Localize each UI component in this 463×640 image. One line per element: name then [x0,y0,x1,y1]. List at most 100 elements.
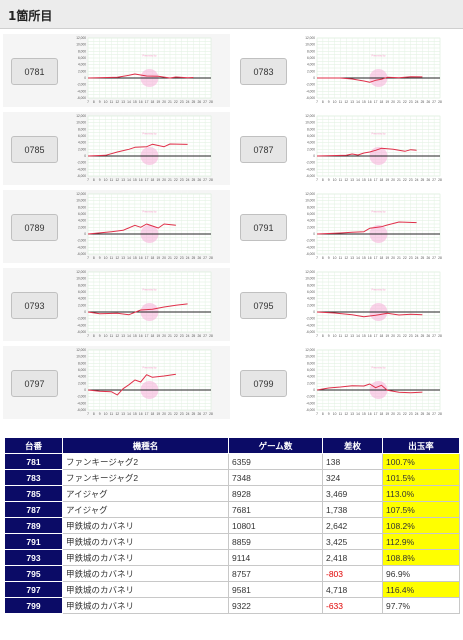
x-tick-label: 27 [203,334,207,338]
unit-button[interactable]: 0799 [240,370,287,397]
x-tick-label: 16 [368,412,372,416]
x-tick-label: 17 [145,178,149,182]
y-tick-label: 12,000 [76,348,86,352]
y-tick-label: 2,000 [78,69,86,73]
x-tick-label: 21 [397,412,401,416]
unit-button[interactable]: 0791 [240,214,287,241]
unit-button[interactable]: 0783 [240,58,287,85]
x-tick-label: 18 [380,412,384,416]
slump-line [316,147,417,157]
x-tick-label: 13 [121,256,125,260]
x-tick-label: 7 [316,256,318,260]
y-tick-label: 0 [84,310,86,314]
x-tick-label: 24 [415,334,419,338]
y-tick-label: 10,000 [305,277,315,281]
game-count-cell: 9114 [228,549,323,566]
x-tick-label: 10 [333,334,337,338]
y-tick-label: -4,000 [306,89,315,93]
y-tick-label: 10,000 [76,277,86,281]
x-tick-label: 27 [203,100,207,104]
x-tick-label: 27 [203,412,207,416]
slump-graph: Presented by 12,000 10,000 8,000 6,000 4,000 2… [305,348,442,416]
payout-rate-cell: 108.2% [382,517,460,534]
unit-button[interactable]: 0785 [11,136,58,163]
x-tick-label: 9 [99,178,101,182]
model-name-cell: アイジャグ [62,485,229,502]
x-tick-label: 24 [415,412,419,416]
x-tick-label: 11 [110,100,114,104]
x-tick-label: 14 [356,178,360,182]
slump-graph: Presented by 12,000 10,000 8,000 6,000 4,000 2… [76,270,213,338]
x-tick-label: 27 [203,178,207,182]
x-tick-label: 15 [133,412,137,416]
unit-button[interactable]: 0793 [11,292,58,319]
unit-number-cell: 791 [4,533,63,550]
coin-diff-cell: 3,469 [322,485,383,502]
unit-button[interactable]: 0797 [11,370,58,397]
y-tick-label: 10,000 [76,355,86,359]
unit-button[interactable]: 0789 [11,214,58,241]
x-tick-label: 27 [432,256,436,260]
x-tick-label: 21 [168,100,172,104]
x-tick-label: 21 [397,334,401,338]
slump-graph: Presented by 12,000 10,000 8,000 6,000 4,000 2… [76,114,213,182]
x-tick-label: 14 [356,412,360,416]
x-tick-label: 25 [421,178,425,182]
x-tick-label: 15 [133,256,137,260]
y-tick-label: 0 [313,310,315,314]
slump-graph: Presented by 12,000 10,000 8,000 6,000 4,000 2… [76,348,213,416]
x-tick-label: 23 [180,412,184,416]
x-tick-label: 26 [426,334,430,338]
x-tick-label: 22 [174,100,178,104]
x-tick-label: 15 [362,100,366,104]
watermark-text: Presented by [142,133,157,136]
x-tick-label: 20 [162,334,166,338]
y-tick-label: -6,000 [77,252,86,256]
y-tick-label: -4,000 [306,323,315,327]
x-tick-label: 15 [133,334,137,338]
coin-diff-cell: 138 [322,453,383,470]
table-row: 797 甲鉄城のカバネリ 9581 4,718 116.4% [4,581,460,598]
x-tick-label: 15 [362,256,366,260]
slump-cell: 0783 Presented by 12,000 10,000 8,000 6,000 4,… [232,34,459,107]
model-name-cell: 甲鉄城のカバネリ [62,581,229,598]
unit-button[interactable]: 0795 [240,292,287,319]
y-tick-label: 4,000 [78,141,86,145]
y-tick-label: 0 [84,76,86,80]
x-tick-label: 25 [192,412,196,416]
y-tick-label: 8,000 [307,283,315,287]
x-tick-label: 22 [403,412,407,416]
model-name-cell: ファンキージャグ2 [62,453,229,470]
x-tick-label: 19 [156,412,160,416]
x-tick-label: 17 [374,256,378,260]
slump-graph: Presented by 12,000 10,000 8,000 6,000 4,000 2… [305,114,442,182]
coin-diff-cell: 2,418 [322,549,383,566]
x-tick-label: 12 [115,100,119,104]
slump-cell: 0793 Presented by 12,000 10,000 8,000 6,000 4,… [3,268,230,341]
slump-line [316,383,423,394]
game-count-cell: 8859 [228,533,323,550]
unit-button[interactable]: 0781 [11,58,58,85]
y-tick-label: 6,000 [307,134,315,138]
unit-number-cell: 799 [4,597,63,614]
y-tick-label: 12,000 [305,36,315,40]
x-tick-label: 10 [104,334,108,338]
x-tick-label: 18 [380,256,384,260]
x-tick-label: 18 [151,412,155,416]
x-tick-label: 28 [209,100,213,104]
y-tick-label: 0 [313,76,315,80]
model-name-cell: 甲鉄城のカバネリ [62,597,229,614]
coin-diff-cell: -633 [322,597,383,614]
y-tick-label: -4,000 [306,167,315,171]
x-tick-label: 26 [197,256,201,260]
x-tick-label: 12 [344,178,348,182]
y-tick-label: 12,000 [305,114,315,118]
unit-button[interactable]: 0787 [240,136,287,163]
game-count-cell: 8757 [228,565,323,582]
x-tick-label: 9 [99,100,101,104]
y-tick-label: 6,000 [78,56,86,60]
watermark-text: Presented by [371,367,386,370]
payout-rate-cell: 108.8% [382,549,460,566]
x-tick-label: 13 [350,256,354,260]
x-tick-label: 8 [322,178,324,182]
